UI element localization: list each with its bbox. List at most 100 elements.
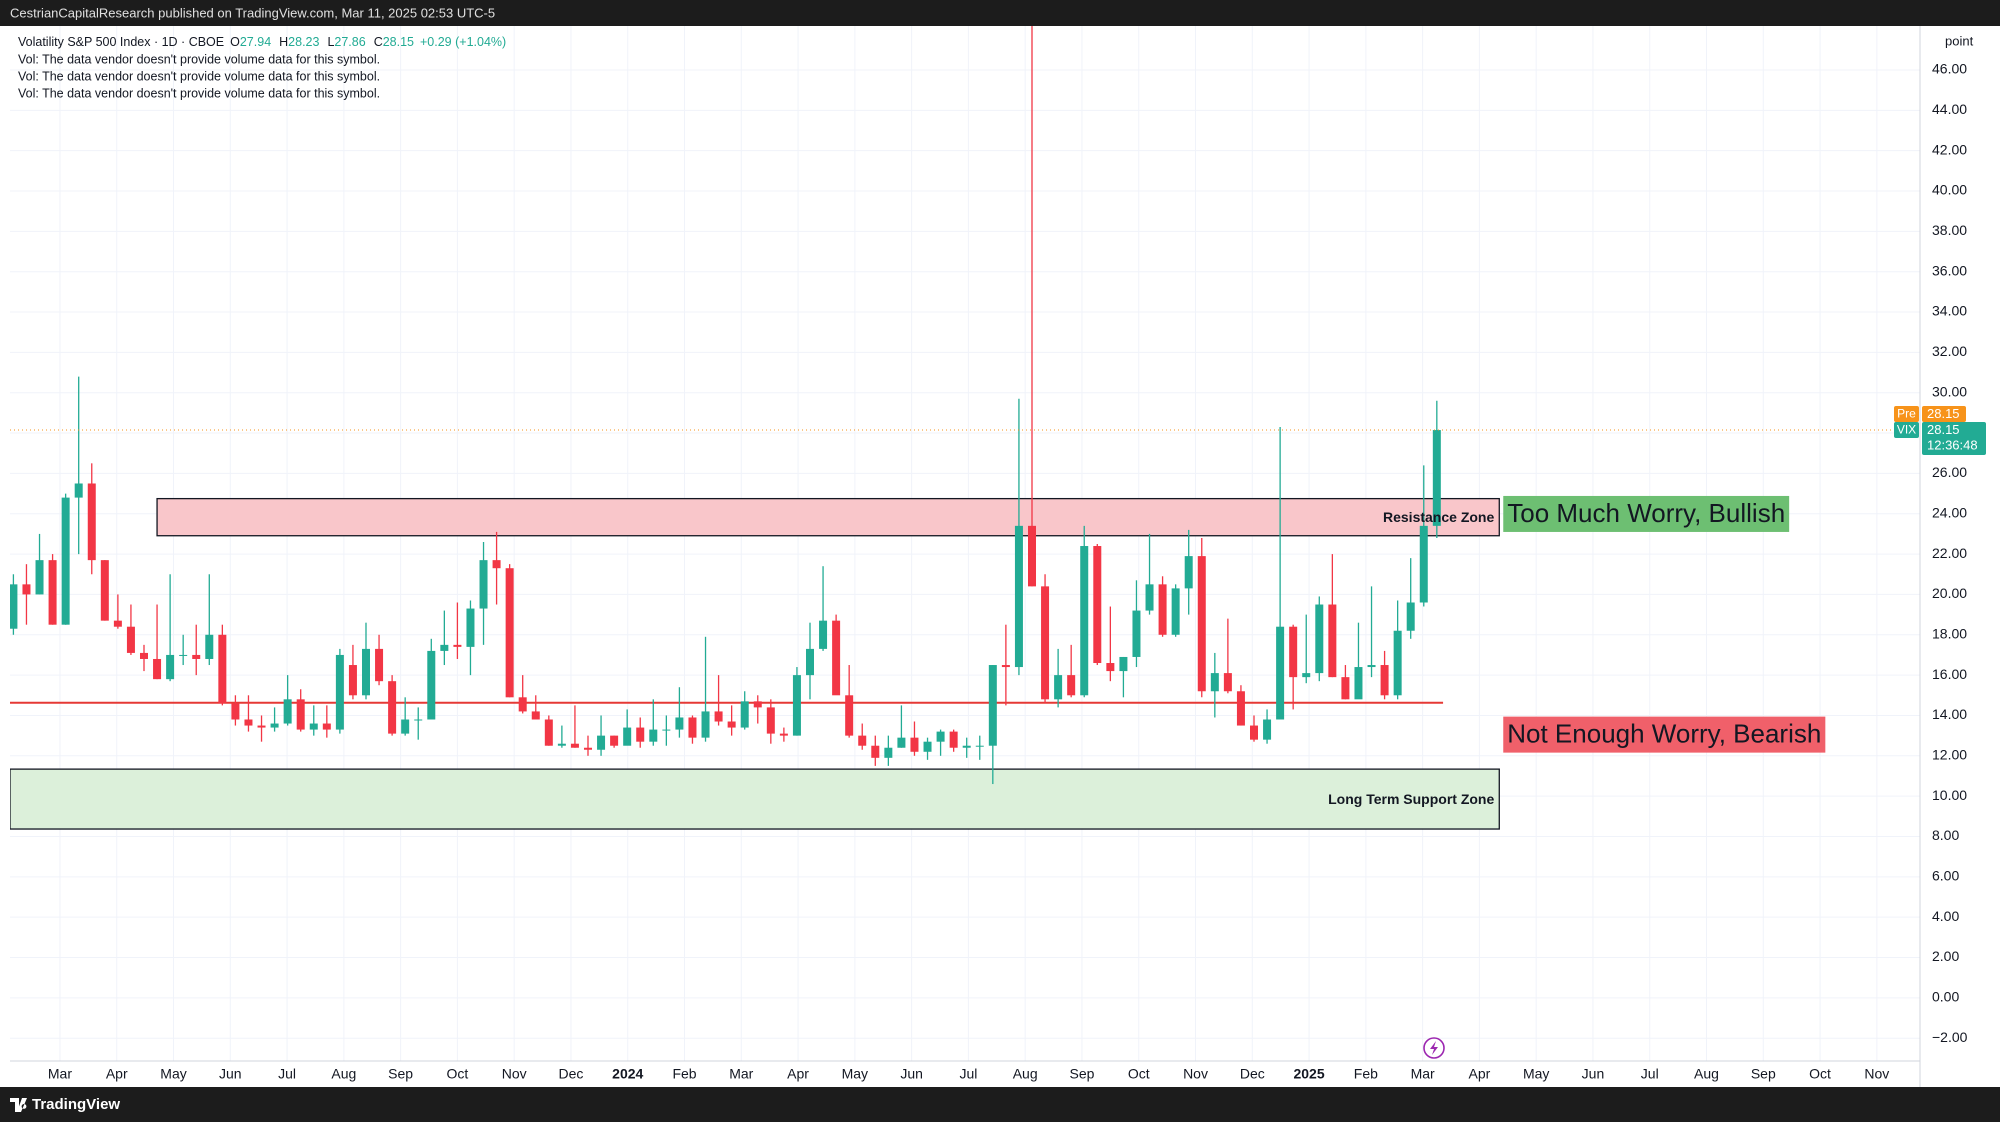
candle-body <box>936 731 945 742</box>
x-tick-label: Aug <box>331 1066 356 1082</box>
candle-body <box>166 654 175 680</box>
candle-body <box>1367 665 1376 668</box>
candle-body <box>139 652 148 659</box>
candle-body <box>1249 725 1258 740</box>
plot-area <box>10 26 1920 1061</box>
candle-body <box>1041 586 1050 700</box>
x-tick-label: Jul <box>278 1066 296 1082</box>
last-badge-countdown: 12:36:48 <box>1927 437 1978 452</box>
candle-body <box>388 681 397 734</box>
candle-body <box>1027 525 1036 587</box>
volume-note: Vol: The data vendor doesn't provide vol… <box>18 69 380 83</box>
candle-body <box>466 608 475 647</box>
x-tick-label: Sep <box>1751 1066 1776 1082</box>
x-tick-label: Jun <box>900 1066 923 1082</box>
y-axis-unit: point <box>1945 33 1974 48</box>
candle-body <box>492 560 501 569</box>
candle-body <box>22 584 31 595</box>
pre-badge-value: 28.15 <box>1927 406 1960 421</box>
legend-line: Volatility S&P 500 Index · 1D · CBOE O27.… <box>18 35 506 49</box>
candle-body <box>570 743 579 748</box>
candle-body <box>1106 663 1115 672</box>
y-tick-label: 10.00 <box>1932 787 1967 803</box>
x-tick-label: Mar <box>1411 1066 1435 1082</box>
y-tick-label: 14.00 <box>1932 706 1967 722</box>
candle-body <box>753 701 762 708</box>
candle-body <box>832 620 841 696</box>
ohlc-letter: O <box>230 35 240 49</box>
y-tick-label: 46.00 <box>1932 61 1967 77</box>
candle-body <box>296 699 305 730</box>
last-badge-label: VIX <box>1897 423 1916 437</box>
candle-body <box>923 741 932 752</box>
candle-body <box>61 497 70 625</box>
candle-body <box>1419 525 1428 603</box>
y-tick-label: 8.00 <box>1932 827 1959 843</box>
pre-badge-tag <box>1894 406 1919 423</box>
x-tick-label: Dec <box>1240 1066 1265 1082</box>
candle-body <box>335 654 344 730</box>
candle-body <box>662 729 671 731</box>
candle-body <box>675 717 684 730</box>
ohlc-value: 27.94 <box>240 35 271 49</box>
candle-body <box>1341 677 1350 700</box>
last-badge-value: 28.15 <box>1927 422 1960 437</box>
y-tick-label: 44.00 <box>1932 101 1967 117</box>
symbol: Volatility S&P 500 Index · 1D · CBOE <box>18 35 224 49</box>
brand-logo[interactable] <box>10 1098 27 1112</box>
candle-body <box>283 699 292 724</box>
candle-body <box>244 719 253 726</box>
candle-body <box>636 727 645 742</box>
candle-body <box>309 723 318 730</box>
candle-body <box>819 620 828 649</box>
candle-body <box>440 644 449 651</box>
last-badge-value-box <box>1922 422 1986 456</box>
candle-body <box>35 560 44 595</box>
x-tick-label: Nov <box>502 1066 527 1082</box>
candle-body <box>1354 667 1363 700</box>
candle-body <box>1432 430 1441 526</box>
y-tick-label: 36.00 <box>1932 262 1967 278</box>
ohlc-letter: H <box>279 35 288 49</box>
callout-box <box>1503 495 1790 532</box>
candle-body <box>48 560 57 625</box>
ohlc-letter: L <box>327 35 334 49</box>
candle-body <box>766 707 775 734</box>
candle-body <box>218 634 227 704</box>
candle-body <box>1171 588 1180 635</box>
candle-body <box>1380 665 1389 696</box>
candle-body <box>113 620 122 627</box>
x-tick-label: Nov <box>1183 1066 1208 1082</box>
candle-body <box>322 723 331 730</box>
candle-body <box>1197 556 1206 692</box>
candle-body <box>192 654 201 659</box>
candle-body <box>1158 584 1167 635</box>
x-tick-label: Jul <box>959 1066 977 1082</box>
zone <box>10 768 1500 830</box>
alert-icon[interactable] <box>1423 1037 1445 1059</box>
x-tick-label: May <box>842 1066 868 1082</box>
x-tick-label: Mar <box>48 1066 72 1082</box>
brand-mark[interactable] <box>10 1098 27 1112</box>
brand-name[interactable]: TradingView <box>32 1096 120 1113</box>
x-tick-label: Feb <box>1354 1066 1378 1082</box>
candle-body <box>401 719 410 734</box>
candle-body <box>1067 675 1076 696</box>
candle-body <box>727 721 736 728</box>
y-tick-label: 16.00 <box>1932 666 1967 682</box>
alert-bolt[interactable] <box>1430 1041 1438 1055</box>
candle-body <box>1132 610 1141 657</box>
x-tick-label: Mar <box>729 1066 753 1082</box>
x-tick-label: May <box>1523 1066 1549 1082</box>
top-bar <box>0 0 2000 26</box>
candle-body <box>348 665 357 696</box>
pre-badge-value-box <box>1922 406 1966 423</box>
candle-body <box>1276 626 1285 720</box>
candle-body <box>884 747 893 758</box>
candle-body <box>871 745 880 758</box>
candle-body <box>1328 604 1337 678</box>
x-tick-label: May <box>160 1066 186 1082</box>
candle-body <box>361 648 370 696</box>
ohlc-value: 27.86 <box>334 35 365 49</box>
candle-body <box>1302 673 1311 678</box>
